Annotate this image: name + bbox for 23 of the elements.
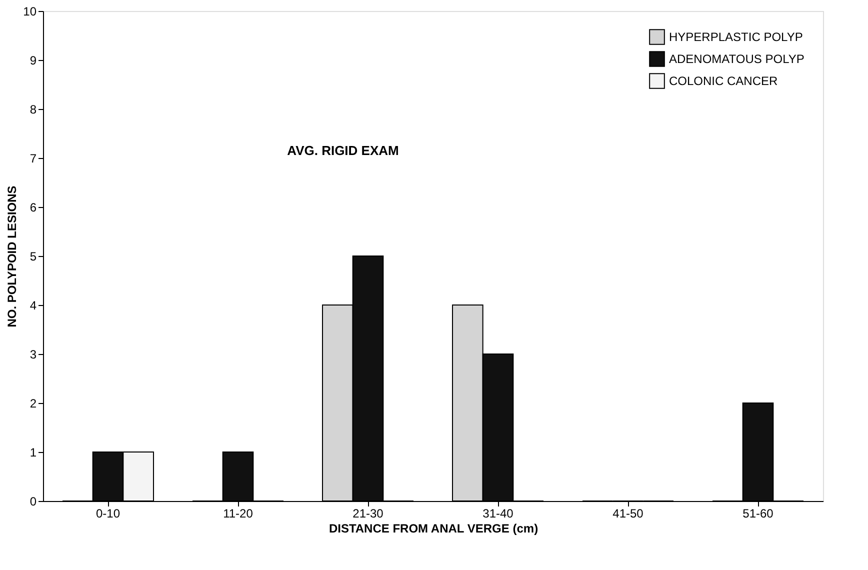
x-tick-label: 11-20 xyxy=(223,506,254,520)
legend-label: ADENOMATOUS POLYP xyxy=(669,52,804,66)
x-tick-label: 41-50 xyxy=(612,506,644,520)
x-tick-label: 51-60 xyxy=(742,506,774,520)
y-tick-label: 1 xyxy=(30,446,37,460)
y-tick-label: 6 xyxy=(30,200,37,214)
x-tick-label: 0-10 xyxy=(96,506,120,520)
x-tick-label: 21-30 xyxy=(352,506,384,520)
y-tick-label: 2 xyxy=(30,396,37,410)
y-tick-label: 4 xyxy=(30,298,37,312)
legend-label: HYPERPLASTIC POLYP xyxy=(669,30,803,44)
y-tick-label: 9 xyxy=(30,54,37,68)
y-tick-label: 8 xyxy=(30,102,37,116)
y-tick-label: 10 xyxy=(23,4,37,18)
annotation: AVG. RIGID EXAM xyxy=(287,143,399,158)
y-axis-title: NO. POLYPOID LESIONS xyxy=(5,186,20,328)
y-tick-label: 0 xyxy=(30,494,37,508)
legend-label: COLONIC CANCER xyxy=(669,74,778,88)
x-tick-label: 31-40 xyxy=(482,506,514,520)
y-tick-label: 5 xyxy=(30,250,37,264)
y-tick-label: 3 xyxy=(30,348,37,362)
x-axis-title: DISTANCE FROM ANAL VERGE (cm) xyxy=(328,522,538,536)
y-tick-label: 7 xyxy=(30,152,37,166)
